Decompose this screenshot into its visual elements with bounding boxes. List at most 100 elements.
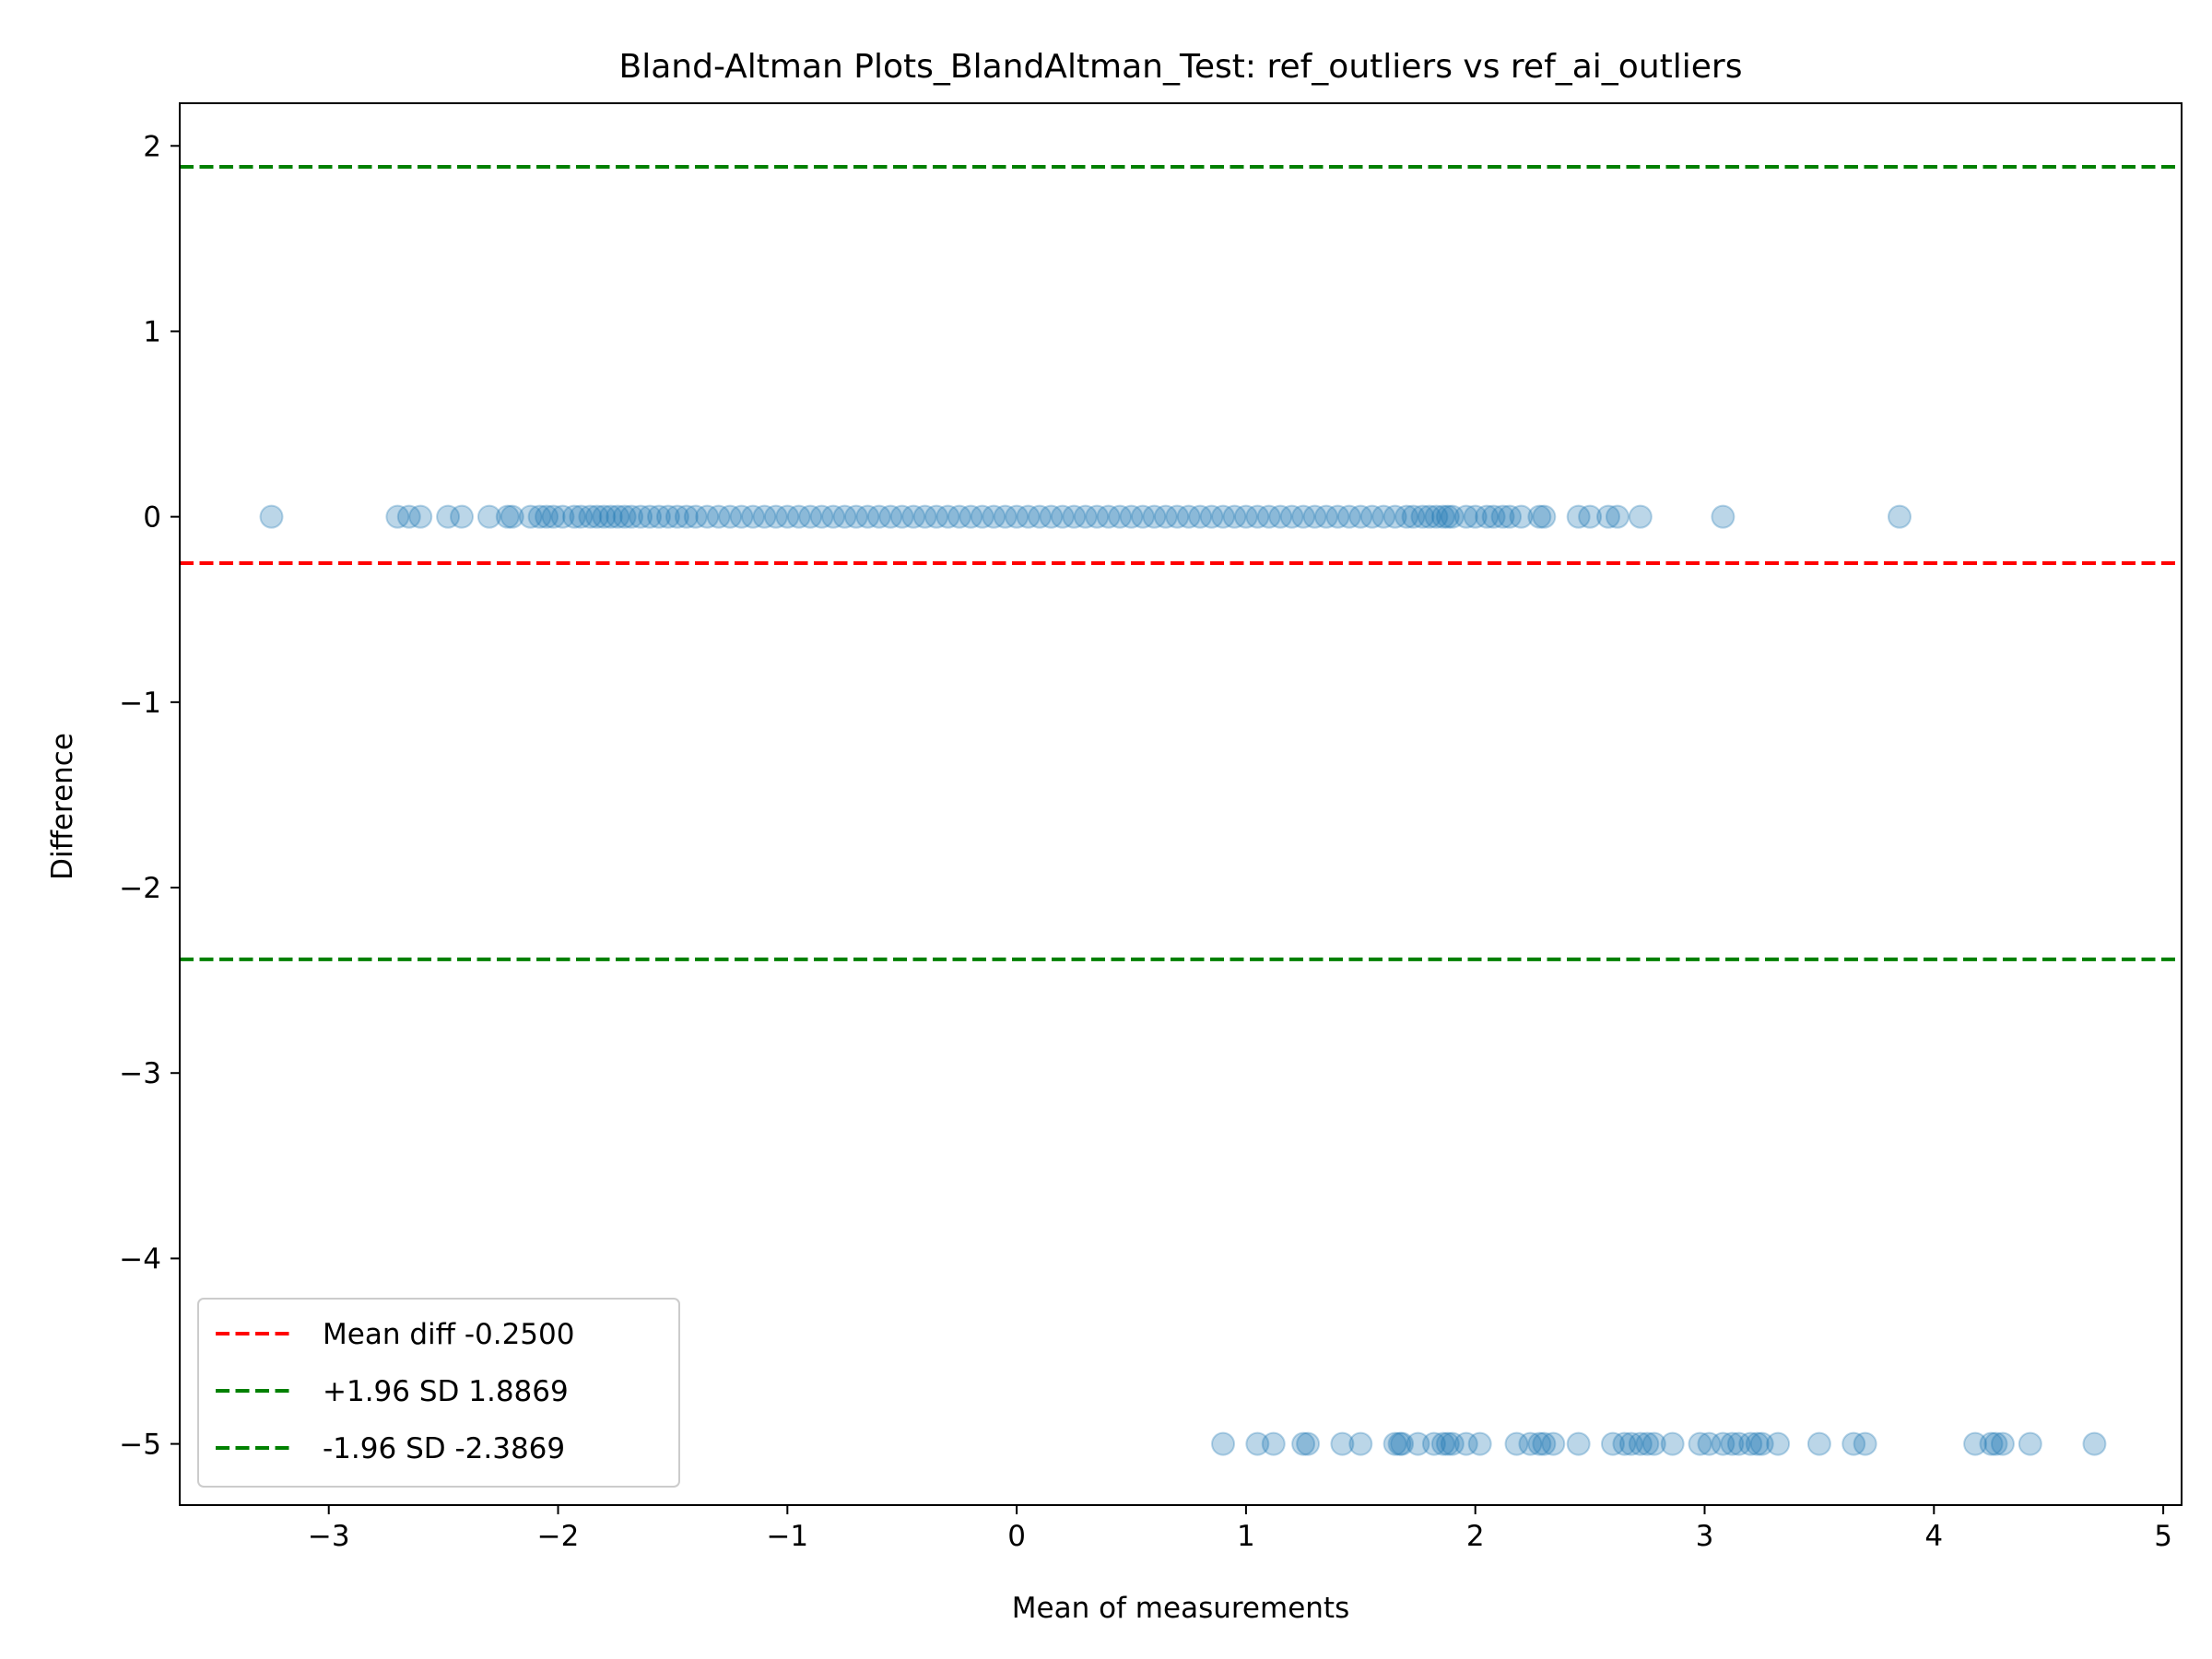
data-point [1142, 504, 1167, 529]
data-point [1261, 1431, 1286, 1456]
data-point [878, 504, 903, 529]
data-point [569, 504, 594, 529]
data-point [993, 504, 1018, 529]
data-point [1853, 1431, 1877, 1456]
data-point [1359, 504, 1384, 529]
data-point [924, 504, 949, 529]
data-point [1085, 504, 1110, 529]
data-point [646, 504, 671, 529]
x-tick-label: 5 [2154, 1520, 2172, 1553]
data-point [541, 504, 566, 529]
data-point [1979, 1431, 2004, 1456]
data-point [1566, 504, 1591, 529]
data-point [436, 504, 461, 529]
data-point [1211, 504, 1236, 529]
data-point [598, 504, 623, 529]
data-point [1990, 1431, 2015, 1456]
data-point [1325, 504, 1350, 529]
data-point [1688, 1431, 1712, 1456]
data-point [1711, 504, 1735, 529]
data-point [1119, 504, 1144, 529]
data-point [1330, 1431, 1355, 1456]
data-point [1463, 504, 1488, 529]
data-point [1766, 1431, 1791, 1456]
data-point [1222, 504, 1247, 529]
y-axis-label: Difference [46, 733, 79, 880]
data-point [1233, 504, 1258, 529]
data-point [1176, 504, 1201, 529]
data-point [1711, 1431, 1735, 1456]
data-point [970, 504, 994, 529]
data-point [1027, 504, 1052, 529]
data-point [1096, 504, 1121, 529]
data-point [408, 504, 433, 529]
data-point [866, 504, 891, 529]
data-point [1313, 504, 1338, 529]
data-point [1440, 1431, 1465, 1456]
axes-frame [179, 102, 2183, 1506]
y-tick-label: 2 [143, 130, 161, 163]
data-point [1532, 504, 1557, 529]
plot-area: −3 −2 −1 0 1 2 3 4 5 −5 −4 −3 −2 −1 0 1 2 [119, 102, 2183, 1553]
data-point [1165, 504, 1190, 529]
data-point [1050, 504, 1075, 529]
data-point [1406, 1431, 1430, 1456]
data-point [561, 504, 586, 529]
data-point [1887, 504, 1912, 529]
legend-label-3: -1.96 SD -2.3869 [323, 1432, 565, 1465]
data-point [1841, 1431, 1866, 1456]
data-point [1296, 1431, 1321, 1456]
data-point [259, 504, 284, 529]
y-tick-label: −4 [119, 1242, 161, 1276]
data-point [1382, 504, 1407, 529]
data-point [1039, 504, 1064, 529]
y-tick-label: −5 [119, 1429, 161, 1462]
data-point [1336, 504, 1361, 529]
legend-label-2: +1.96 SD 1.8869 [323, 1375, 569, 1408]
data-point [2082, 1431, 2107, 1456]
x-tick-label: −2 [537, 1520, 580, 1553]
data-point [1153, 504, 1178, 529]
x-tick-label: 3 [1696, 1520, 1714, 1553]
y-tick-label: 0 [143, 501, 161, 535]
data-point [1578, 504, 1603, 529]
data-point [1527, 504, 1552, 529]
data-point [1424, 504, 1449, 529]
data-point [1628, 1431, 1653, 1456]
data-point [1245, 1431, 1270, 1456]
data-point [1628, 504, 1653, 529]
data-point [1245, 504, 1270, 529]
data-point [638, 504, 663, 529]
data-point [740, 504, 765, 529]
data-point [729, 504, 754, 529]
data-point [982, 504, 1006, 529]
data-point [1062, 504, 1087, 529]
data-point [947, 504, 971, 529]
data-point [450, 504, 475, 529]
data-point [674, 504, 699, 529]
data-point [385, 504, 410, 529]
data-point [1211, 1431, 1236, 1456]
data-point [518, 504, 543, 529]
data-point [1073, 504, 1098, 529]
x-tick-label: 1 [1237, 1520, 1255, 1553]
data-point [1410, 504, 1435, 529]
data-point [1596, 504, 1621, 529]
data-point [500, 504, 524, 529]
data-point [706, 504, 731, 529]
data-point [1618, 1431, 1643, 1456]
x-tick-label: −3 [308, 1520, 350, 1553]
data-point [1291, 1431, 1316, 1456]
data-point [752, 504, 777, 529]
data-point [1697, 1431, 1722, 1456]
data-point [1745, 1431, 1770, 1456]
data-point [1635, 1431, 1660, 1456]
data-point [665, 504, 689, 529]
data-point [1566, 1431, 1591, 1456]
data-point [1348, 1431, 1373, 1456]
data-point [1532, 1431, 1557, 1456]
data-point [1430, 504, 1455, 529]
data-point [1401, 504, 1426, 529]
data-point [775, 504, 800, 529]
data-point [527, 504, 552, 529]
